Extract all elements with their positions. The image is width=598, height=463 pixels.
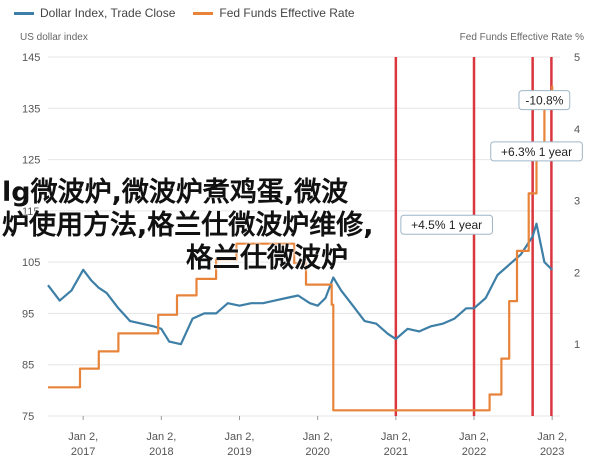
- x-tick-year: 2021: [384, 446, 408, 458]
- overlay-line-1: lg微波炉,微波炉煮鸡蛋,微波: [2, 177, 349, 208]
- right-tick-label: 5: [574, 52, 580, 64]
- x-tick-label: Jan 2,: [68, 431, 98, 443]
- left-axis-title: US dollar index: [20, 32, 88, 43]
- annotation-box: [400, 214, 493, 235]
- annotation-box: [490, 141, 583, 162]
- right-tick-label: 2: [574, 267, 580, 279]
- left-tick-label: 105: [22, 257, 40, 269]
- x-tick-year: 2020: [305, 446, 329, 458]
- annotation-label: +6.3% 1 year: [501, 145, 572, 159]
- left-tick-label: 75: [22, 411, 34, 423]
- legend-label-dollar-index: Dollar Index, Trade Close: [40, 6, 176, 20]
- legend-label-fed-funds: Fed Funds Effective Rate: [219, 6, 355, 20]
- x-tick-label: Jan 2,: [225, 431, 255, 443]
- series-line-fed-funds: [48, 85, 554, 412]
- left-axis-ticks: 75 85 95 105 115 125 135 145: [22, 52, 40, 423]
- right-tick-label: 4: [574, 124, 580, 136]
- x-tick-label: Jan 2,: [537, 431, 567, 443]
- series-layer: [47, 85, 554, 412]
- overlay-text: lg微波炉,微波炉煮鸡蛋,微波 炉使用方法,格兰仕微波炉维修, 格兰仕微波炉: [0, 176, 598, 275]
- right-axis-ticks: 1 2 3 4 5: [574, 52, 580, 351]
- legend-item-dollar-index[interactable]: Dollar Index, Trade Close: [14, 6, 175, 20]
- x-tick-year: 2023: [540, 446, 564, 458]
- overlay-line-3: 格兰仕微波炉: [186, 243, 348, 274]
- left-tick-label: 125: [22, 155, 40, 167]
- left-tick-label: 85: [22, 360, 34, 372]
- right-tick-label: 3: [574, 196, 580, 208]
- legend-item-fed-funds[interactable]: Fed Funds Effective Rate: [193, 6, 355, 20]
- x-tick-year: 2022: [462, 446, 486, 458]
- x-tick-label: Jan 2,: [146, 431, 176, 443]
- series-line-dollar-index: [47, 222, 553, 346]
- left-tick-label: 135: [22, 103, 40, 115]
- annotation-label: -10.8%: [525, 94, 563, 108]
- right-tick-label: 1: [574, 339, 580, 351]
- x-tick-year: 2018: [149, 446, 173, 458]
- x-tick-year: 2019: [227, 446, 251, 458]
- annotation-label: +4.5% 1 year: [411, 218, 482, 232]
- x-tick-label: Jan 2,: [459, 431, 489, 443]
- left-tick-label: 95: [22, 308, 34, 320]
- left-tick-label: 145: [22, 52, 40, 64]
- right-axis-title: Fed Funds Effective Rate %: [459, 32, 584, 43]
- overlay-line-2: 炉使用方法,格兰仕微波炉维修,: [2, 210, 374, 241]
- annotation-box: [518, 90, 571, 111]
- x-tick-label: Jan 2,: [303, 431, 333, 443]
- x-tick-year: 2017: [71, 446, 95, 458]
- x-axis-ticks: Jan 2, 2017 Jan 2, 2018 Jan 2, 2019 Jan 2, 2020…: [68, 416, 567, 458]
- grid-lines: [48, 56, 560, 417]
- legend-swatch-fed-funds: [193, 11, 214, 15]
- left-tick-label: 115: [22, 206, 40, 218]
- legend: Dollar Index, Trade Close Fed Funds Effe…: [14, 6, 355, 20]
- vertical-markers: [394, 57, 553, 416]
- x-tick-label: Jan 2,: [381, 431, 411, 443]
- legend-swatch-dollar-index: [14, 11, 34, 15]
- annotation-layer: -10.8% +6.3% 1 year +4.5% 1 year: [400, 90, 583, 235]
